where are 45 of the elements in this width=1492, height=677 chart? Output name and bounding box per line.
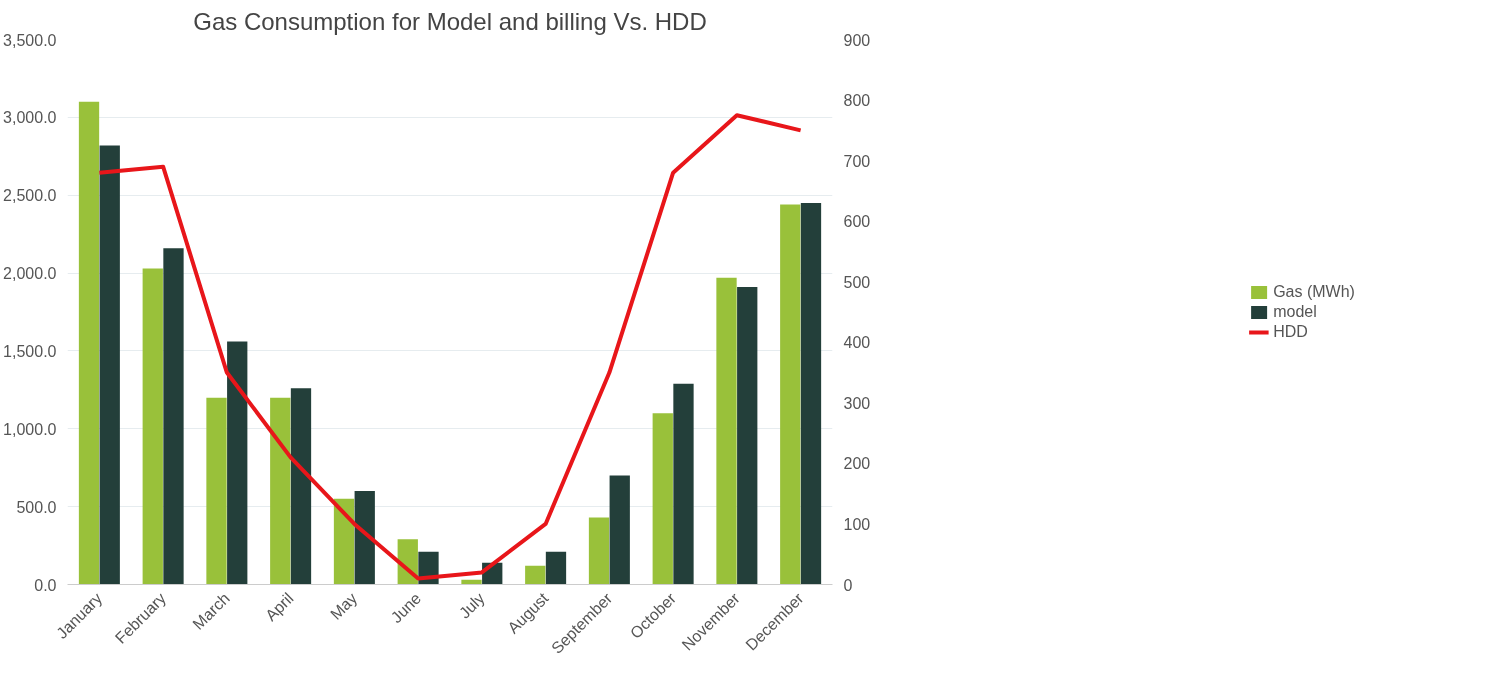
bar	[737, 287, 758, 585]
bar	[290, 388, 312, 585]
x-tick-label: May	[326, 589, 361, 623]
y-tick-label: 0.0	[34, 576, 57, 594]
y2-tick-label: 300	[843, 394, 871, 412]
y-tick-label: 1,500.0	[3, 342, 57, 360]
bar	[588, 517, 610, 585]
y-tick-label: 2,500.0	[3, 187, 57, 205]
y2-tick-label: 700	[843, 152, 871, 170]
bar	[652, 413, 673, 585]
y-tick-label: 3,000.0	[3, 109, 57, 127]
y2-tick-label: 800	[843, 92, 871, 110]
bar	[227, 341, 248, 585]
legend-label: Gas (MWh)	[1273, 282, 1355, 301]
bar	[716, 277, 737, 585]
bar	[99, 145, 120, 585]
bar	[780, 204, 801, 585]
y2-tick-label: 400	[843, 334, 871, 352]
y-tick-label: 2,000.0	[3, 265, 57, 283]
x-tick-label: July	[455, 589, 488, 622]
bar	[78, 101, 100, 585]
chart-title: Gas Consumption for Model and billing Vs. HDD	[193, 7, 707, 35]
bar	[525, 565, 546, 585]
bar	[206, 397, 227, 585]
bar	[354, 491, 375, 585]
y2-tick-label: 0	[843, 576, 853, 594]
bar	[545, 551, 567, 585]
y2-tick-label: 500	[843, 273, 871, 291]
bar	[142, 268, 163, 585]
legend-label: model	[1273, 302, 1317, 321]
y-tick-label: 500.0	[16, 498, 57, 516]
legend-label: HDD	[1273, 322, 1308, 341]
bar	[333, 498, 355, 585]
y2-tick-label: 200	[843, 455, 871, 473]
bar	[163, 248, 184, 585]
bar	[673, 383, 694, 585]
y2-tick-label: 600	[843, 213, 871, 231]
y2-tick-label: 900	[843, 31, 871, 49]
line-series	[97, 113, 803, 581]
y2-tick-label: 100	[843, 515, 871, 533]
y-tick-label: 1,000.0	[3, 420, 57, 438]
bar	[270, 397, 291, 585]
bar	[800, 203, 822, 585]
y-tick-label: 3,500.0	[3, 31, 57, 49]
bar	[609, 475, 630, 585]
